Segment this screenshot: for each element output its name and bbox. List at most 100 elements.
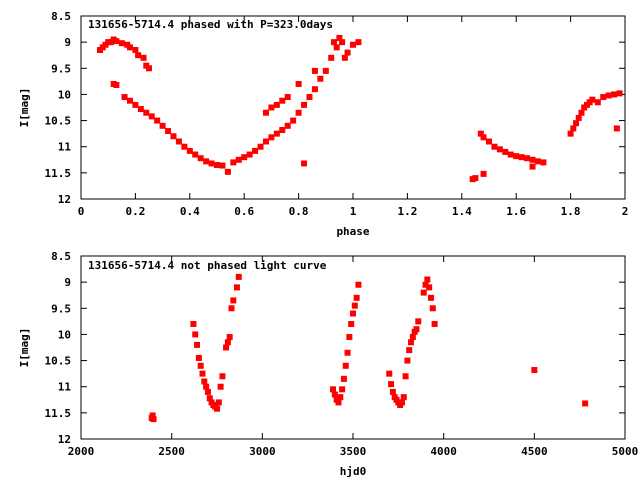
data-point (252, 147, 259, 154)
y-tick-label: 11.5 (45, 167, 72, 180)
y-axis-label: I[mag] (18, 328, 31, 368)
data-point (605, 92, 612, 99)
data-point (611, 91, 618, 98)
y-tick-label: 9.5 (51, 302, 71, 315)
data-point (148, 113, 155, 120)
data-point (355, 281, 362, 288)
data-point (336, 34, 343, 41)
x-tick-label: 2000 (68, 445, 95, 458)
x-tick-label: 1.8 (561, 205, 581, 218)
x-tick-label: 0 (78, 205, 85, 218)
plot-title: 131656-5714.4 phased with P=323.0days (88, 18, 333, 31)
data-point (348, 320, 355, 327)
data-point (524, 155, 531, 162)
data-point (215, 399, 222, 406)
data-point (273, 130, 280, 137)
data-point (311, 67, 318, 74)
x-tick-label: 0.2 (125, 205, 145, 218)
data-point (616, 90, 623, 97)
data-point (507, 151, 514, 158)
y-tick-label: 11.5 (45, 407, 72, 420)
data-point (190, 320, 197, 327)
data-point (355, 39, 362, 46)
data-point (600, 94, 607, 101)
data-point (203, 383, 210, 390)
data-point (217, 383, 224, 390)
data-point (219, 162, 226, 169)
data-point (344, 349, 351, 356)
data-point (235, 273, 242, 280)
data-point (154, 117, 161, 124)
data-point (567, 130, 574, 137)
data-point (409, 334, 416, 341)
y-tick-label: 9 (64, 276, 71, 289)
data-point (404, 357, 411, 364)
data-point (165, 128, 172, 135)
data-point (175, 138, 182, 145)
data-point (306, 94, 313, 101)
data-point (502, 148, 509, 155)
data-point (420, 289, 427, 296)
data-point (132, 101, 139, 108)
y-tick-label: 8.5 (51, 10, 71, 23)
data-point (279, 97, 286, 104)
data-point (477, 130, 484, 137)
data-point (398, 399, 405, 406)
data-point (194, 341, 201, 348)
x-tick-label: 4000 (430, 445, 457, 458)
data-point (350, 310, 356, 317)
data-point (322, 67, 329, 74)
data-point (424, 276, 431, 283)
data-point (333, 44, 340, 51)
data-point (135, 52, 142, 59)
data-point (427, 294, 434, 301)
data-point (223, 344, 230, 351)
x-tick-label: 5000 (612, 445, 639, 458)
data-point (214, 162, 220, 169)
data-point (197, 362, 204, 369)
x-tick-label: 1.4 (452, 205, 472, 218)
data-point (582, 400, 589, 407)
data-point (246, 151, 253, 158)
data-point (301, 101, 308, 108)
x-tick-label: 4500 (521, 445, 548, 458)
data-point (140, 54, 147, 61)
y-tick-label: 9.5 (51, 62, 71, 75)
data-point (613, 125, 620, 132)
data-point (113, 38, 120, 45)
data-point (181, 143, 188, 150)
data-point (518, 154, 525, 161)
data-point (226, 334, 233, 341)
data-point (284, 94, 291, 101)
y-tick-label: 10.5 (45, 355, 72, 368)
data-point (206, 395, 213, 402)
data-point (335, 399, 342, 406)
y-tick-label: 9 (64, 36, 71, 49)
data-point (422, 281, 429, 288)
data-point (224, 339, 231, 346)
data-point (486, 138, 492, 145)
data-point (295, 80, 302, 87)
data-point (340, 375, 347, 382)
data-point (330, 386, 337, 393)
data-point (118, 40, 125, 47)
x-tick-label: 1.2 (397, 205, 417, 218)
data-point (273, 101, 280, 108)
data-point (241, 154, 248, 161)
data-point (224, 168, 231, 175)
data-point (192, 151, 199, 158)
data-point (146, 65, 152, 72)
data-point (408, 339, 415, 346)
x-tick-label: 0.4 (180, 205, 200, 218)
data-point (328, 54, 335, 61)
data-point (400, 394, 407, 401)
y-tick-label: 10 (58, 88, 71, 101)
data-point (290, 117, 297, 124)
data-point (219, 373, 226, 380)
data-point (262, 138, 269, 145)
data-point (149, 412, 156, 419)
data-point (230, 159, 237, 166)
data-point (346, 334, 353, 341)
data-point (230, 297, 237, 304)
data-point (301, 160, 308, 167)
